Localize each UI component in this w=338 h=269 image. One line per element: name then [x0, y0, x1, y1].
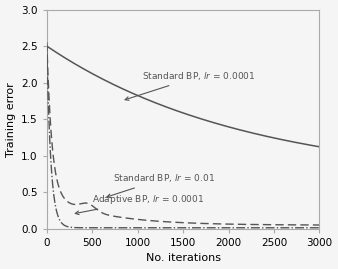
- Text: Standard BP, $\it{lr}$ = 0.0001: Standard BP, $\it{lr}$ = 0.0001: [125, 70, 256, 100]
- Text: Standard BP, $\it{lr}$ = 0.01: Standard BP, $\it{lr}$ = 0.01: [107, 172, 215, 197]
- X-axis label: No. iterations: No. iterations: [146, 253, 221, 263]
- Y-axis label: Training error: Training error: [5, 82, 16, 157]
- Text: Adaptive BP, $\it{lr}$ = 0.0001: Adaptive BP, $\it{lr}$ = 0.0001: [75, 193, 204, 215]
